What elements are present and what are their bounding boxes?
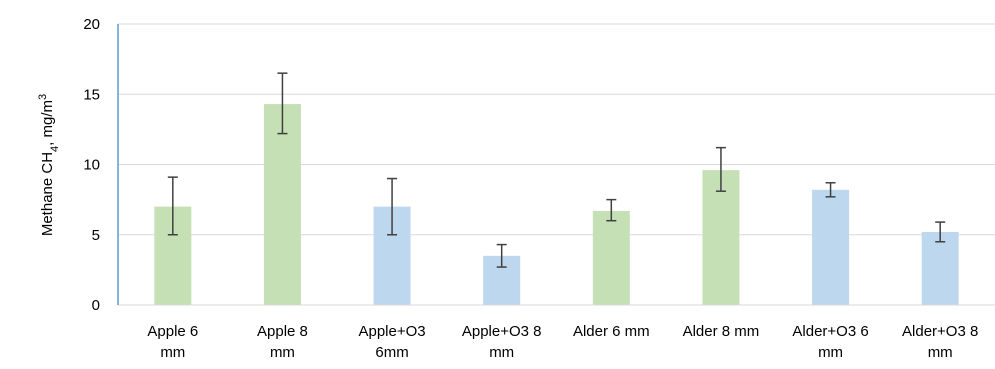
- y-tick-label: 0: [92, 297, 100, 314]
- y-tick-label: 15: [83, 86, 100, 103]
- bar: [592, 210, 630, 305]
- x-tick-label: Alder+O3 8 mm: [902, 323, 978, 361]
- x-tick-label: Apple+O3 8 mm: [462, 323, 542, 361]
- x-tick-label: Alder 8 mm: [683, 323, 760, 340]
- bars: [154, 104, 959, 306]
- x-tick-label: Apple 6 mm: [147, 323, 198, 361]
- error-bars: [167, 72, 946, 268]
- bar: [263, 104, 301, 306]
- x-tick-label: Apple 8 mm: [257, 323, 308, 361]
- y-tick-labels: 0 5 10 15 20: [83, 16, 100, 314]
- bar: [812, 189, 850, 305]
- bar: [702, 170, 740, 305]
- x-tick-label: Apple+O3 6mm: [358, 323, 425, 361]
- y-tick-label: 20: [83, 16, 100, 33]
- x-tick-label: Alder 6 mm: [573, 323, 650, 340]
- y-axis-label: Methane CH4, mg/m3: [37, 94, 61, 236]
- y-tick-label: 10: [83, 157, 100, 174]
- y-tick-label: 5: [92, 227, 100, 244]
- gridlines: [118, 23, 995, 236]
- x-tick-label: Alder+O3 6 mm: [792, 323, 868, 361]
- bar: [921, 231, 959, 305]
- axes: [117, 24, 995, 306]
